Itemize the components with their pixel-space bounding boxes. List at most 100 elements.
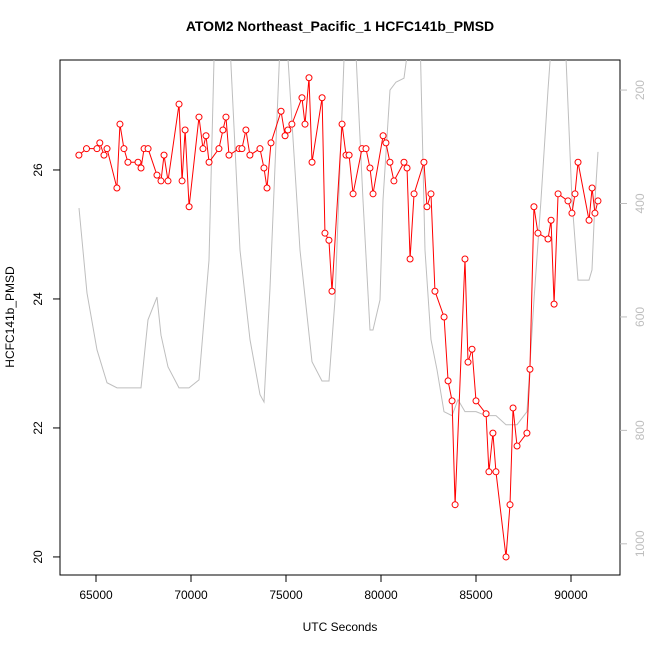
data-point xyxy=(472,397,480,405)
data-point xyxy=(256,145,264,153)
data-point xyxy=(386,158,394,166)
data-point xyxy=(153,171,161,179)
data-point xyxy=(406,255,414,263)
data-point xyxy=(366,164,374,172)
data-point xyxy=(349,190,357,198)
data-line xyxy=(78,77,599,557)
x-tick-label: 85000 xyxy=(459,588,493,602)
data-point xyxy=(328,287,336,295)
y2-tick-label: 200 xyxy=(633,80,647,100)
data-point xyxy=(382,139,390,147)
data-point xyxy=(485,468,493,476)
data-point xyxy=(554,190,562,198)
data-point xyxy=(305,74,313,82)
y-axis-label: HCFC141b_PMSD xyxy=(3,266,17,368)
data-point xyxy=(482,410,490,418)
data-point xyxy=(564,197,572,205)
data-point xyxy=(448,397,456,405)
data-point xyxy=(550,300,558,308)
data-point xyxy=(513,442,521,450)
x-tick-label: 90000 xyxy=(554,588,588,602)
data-point xyxy=(160,151,168,159)
data-point xyxy=(464,358,472,366)
data-point xyxy=(164,177,172,185)
data-point xyxy=(199,145,207,153)
data-point xyxy=(113,184,121,192)
data-point xyxy=(281,132,289,140)
data-point xyxy=(238,145,246,153)
x-tick-label: 75000 xyxy=(269,588,303,602)
data-point xyxy=(390,177,398,185)
data-point xyxy=(260,164,268,172)
data-point xyxy=(489,429,497,437)
data-point xyxy=(444,377,452,385)
data-point xyxy=(134,158,142,166)
data-point xyxy=(318,94,326,102)
data-point xyxy=(369,190,377,198)
y-tick-label: 22 xyxy=(31,421,45,435)
data-point xyxy=(345,151,353,159)
data-point xyxy=(523,429,531,437)
data-point xyxy=(298,94,306,102)
data-point xyxy=(506,501,514,509)
data-point xyxy=(215,145,223,153)
data-point xyxy=(246,151,254,159)
data-point xyxy=(96,139,104,147)
data-point xyxy=(440,313,448,321)
y2-tick-label: 400 xyxy=(633,193,647,213)
data-point xyxy=(547,216,555,224)
x-tick-label: 70000 xyxy=(174,588,208,602)
data-point xyxy=(400,158,408,166)
data-point xyxy=(267,139,275,147)
data-point xyxy=(362,145,370,153)
data-point xyxy=(588,184,596,192)
data-point xyxy=(103,145,111,153)
data-point xyxy=(137,164,145,172)
y2-tick-label: 600 xyxy=(633,307,647,327)
plot-frame xyxy=(59,59,621,576)
data-point xyxy=(219,126,227,134)
data-point xyxy=(222,113,230,121)
y-tick-label: 26 xyxy=(31,163,45,177)
data-point xyxy=(379,132,387,140)
data-point xyxy=(410,190,418,198)
data-point xyxy=(451,501,459,509)
data-point xyxy=(181,126,189,134)
data-point xyxy=(195,113,203,121)
data-point xyxy=(124,158,132,166)
data-point xyxy=(423,203,431,211)
data-point xyxy=(427,190,435,198)
data-point xyxy=(185,203,193,211)
data-point xyxy=(263,184,271,192)
x-tick-label: 80000 xyxy=(364,588,398,602)
data-point xyxy=(116,120,124,128)
data-point xyxy=(321,229,329,237)
y2-tick-label: 800 xyxy=(633,420,647,440)
data-point xyxy=(568,209,576,217)
data-point xyxy=(175,100,183,108)
data-point xyxy=(225,151,233,159)
x-tick-label: 65000 xyxy=(79,588,113,602)
chart-title: ATOM2 Northeast_Pacific_1 HCFC141b_PMSD xyxy=(186,18,494,34)
y2-tick-label: 1000 xyxy=(633,530,647,557)
data-point xyxy=(284,126,292,134)
y-tick-label: 20 xyxy=(31,550,45,564)
data-point xyxy=(325,236,333,244)
data-point xyxy=(205,158,213,166)
data-point xyxy=(594,197,602,205)
data-point xyxy=(534,229,542,237)
data-point xyxy=(178,177,186,185)
data-point xyxy=(202,132,210,140)
data-point xyxy=(585,216,593,224)
data-point xyxy=(242,126,250,134)
data-point xyxy=(100,151,108,159)
pressure-line xyxy=(78,60,599,426)
y-tick-label: 24 xyxy=(31,292,45,306)
data-point xyxy=(420,158,428,166)
data-point xyxy=(530,203,538,211)
data-point xyxy=(492,468,500,476)
data-point xyxy=(468,345,476,353)
data-point xyxy=(502,553,510,561)
data-point xyxy=(591,209,599,217)
